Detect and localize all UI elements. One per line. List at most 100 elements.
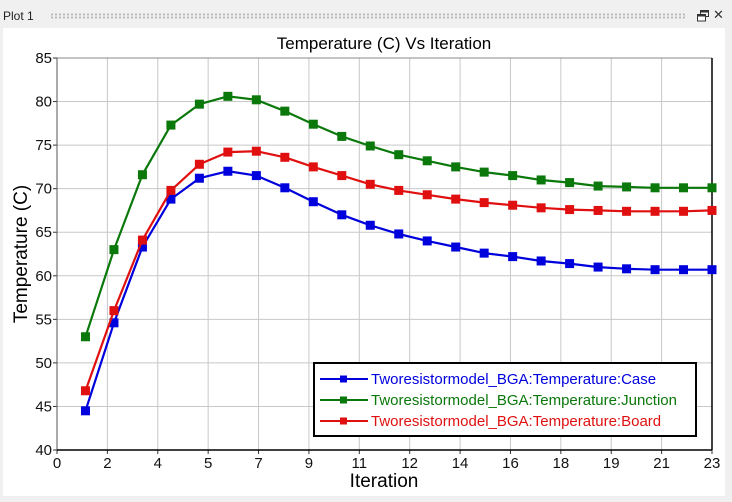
x-tick-label: 19 [603, 455, 620, 472]
data-point [508, 171, 518, 181]
y-tick-label: 60 [35, 268, 52, 285]
data-point [508, 200, 518, 210]
data-point [679, 183, 689, 193]
data-point [280, 152, 290, 162]
data-point [565, 259, 575, 269]
data-point [109, 318, 119, 328]
data-point [650, 265, 660, 275]
x-tick-label: 4 [154, 455, 162, 472]
data-point [194, 173, 204, 183]
y-tick-label: 85 [35, 50, 52, 67]
legend-box [313, 362, 697, 437]
data-point [536, 256, 546, 266]
data-point [109, 245, 119, 255]
data-point [422, 156, 432, 166]
data-point [137, 235, 147, 245]
x-tick-label: 23 [704, 455, 721, 472]
chart-title: Temperature (C) Vs Iteration [277, 34, 491, 53]
data-point [365, 141, 375, 151]
data-point [451, 194, 461, 204]
data-point [650, 183, 660, 193]
legend-marker [340, 417, 347, 425]
data-point [593, 181, 603, 191]
data-point [109, 306, 119, 316]
data-point [80, 406, 90, 416]
legend: Tworesistormodel_BGA:Temperature:Case Two… [313, 362, 697, 437]
y-tick-label: 50 [35, 355, 52, 372]
y-tick-labels: 40 45 50 55 60 65 70 75 80 85 [35, 50, 52, 459]
data-point [166, 185, 176, 195]
x-tick-labels: 0 2 4 5 7 9 11 12 14 16 18 19 21 23 [53, 455, 721, 472]
data-point [451, 242, 461, 252]
legend-label: Tworesistormodel_BGA:Temperature:Case [371, 371, 656, 388]
data-point [593, 262, 603, 272]
x-tick-label: 16 [502, 455, 519, 472]
x-tick-label: 7 [254, 455, 262, 472]
y-tick-label: 55 [35, 311, 52, 328]
data-point [308, 197, 318, 207]
data-point [679, 206, 689, 216]
y-tick-label: 65 [35, 224, 52, 241]
data-point [365, 220, 375, 230]
series-group [80, 91, 717, 416]
restore-window-icon[interactable] [697, 10, 709, 22]
data-point [280, 183, 290, 193]
data-point [394, 150, 404, 160]
data-point [194, 99, 204, 109]
data-point [622, 206, 632, 216]
data-point [394, 185, 404, 195]
data-point [650, 206, 660, 216]
data-point [479, 167, 489, 177]
data-point [137, 170, 147, 180]
data-point [337, 171, 347, 181]
data-point [337, 131, 347, 141]
data-point [80, 386, 90, 396]
data-point [223, 147, 233, 157]
legend-label: Tworesistormodel_BGA:Temperature:Junctio… [371, 392, 677, 409]
data-point [679, 265, 689, 275]
series-line [84, 95, 712, 338]
data-point [166, 194, 176, 204]
data-point [394, 229, 404, 239]
data-point [280, 106, 290, 116]
x-tick-label: 18 [553, 455, 570, 472]
data-point [565, 178, 575, 188]
x-tick-label: 21 [653, 455, 670, 472]
close-icon[interactable]: ✕ [713, 7, 724, 22]
panel-title: Plot 1 [3, 9, 34, 23]
x-tick-label: 2 [103, 455, 111, 472]
axes [53, 57, 713, 454]
data-point [80, 332, 90, 342]
data-point [536, 203, 546, 213]
data-point [337, 210, 347, 220]
data-point [251, 146, 261, 156]
data-point [251, 171, 261, 181]
x-tick-label: 14 [452, 455, 469, 472]
data-point [422, 190, 432, 200]
legend-marker [340, 396, 347, 404]
x-tick-label: 9 [305, 455, 313, 472]
y-axis-label: Temperature (C) [11, 185, 32, 323]
y-tick-label: 80 [35, 94, 52, 111]
data-point [707, 183, 717, 193]
data-point [223, 166, 233, 176]
series-0 [80, 166, 717, 416]
y-tick-label: 45 [35, 398, 52, 415]
data-point [251, 95, 261, 105]
x-tick-label: 5 [204, 455, 212, 472]
drag-grip[interactable] [50, 13, 685, 19]
panel-header: Plot 1 ✕ [0, 0, 732, 28]
data-point [479, 248, 489, 258]
data-point [622, 264, 632, 274]
y-tick-label: 75 [35, 137, 52, 154]
data-point [194, 159, 204, 169]
x-tick-label: 0 [53, 455, 61, 472]
data-point [223, 91, 233, 101]
data-point [479, 198, 489, 208]
data-point [166, 120, 176, 130]
data-point [536, 175, 546, 185]
data-point [137, 242, 147, 252]
data-point [508, 252, 518, 262]
data-point [593, 205, 603, 215]
